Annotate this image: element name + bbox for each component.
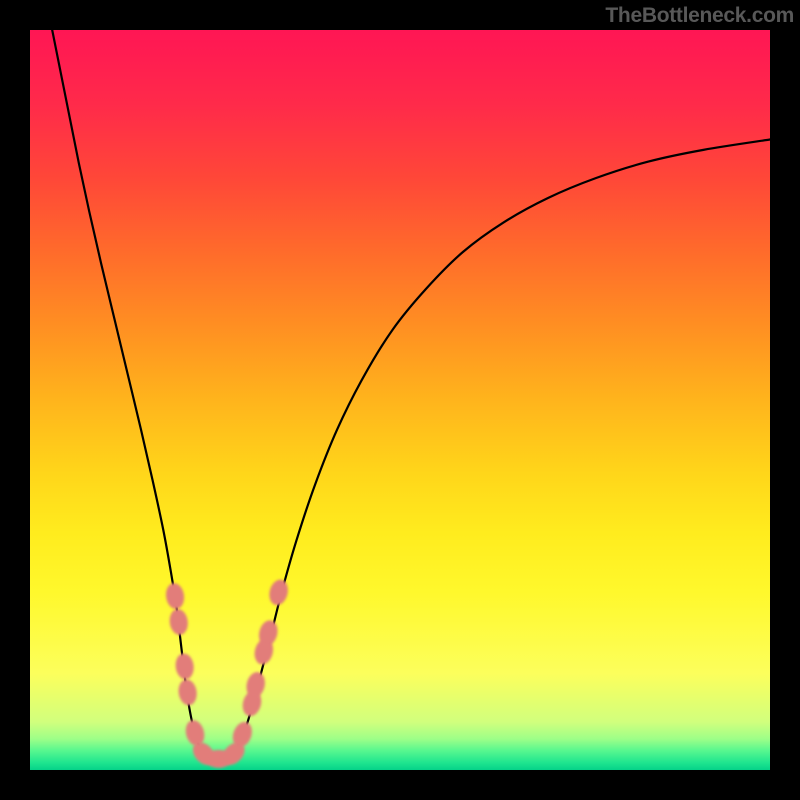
gradient-background — [30, 30, 770, 770]
plot-area — [30, 30, 770, 770]
plot-svg — [30, 30, 770, 770]
watermark-text: TheBottleneck.com — [605, 4, 794, 28]
chart-frame: TheBottleneck.com — [0, 0, 800, 800]
